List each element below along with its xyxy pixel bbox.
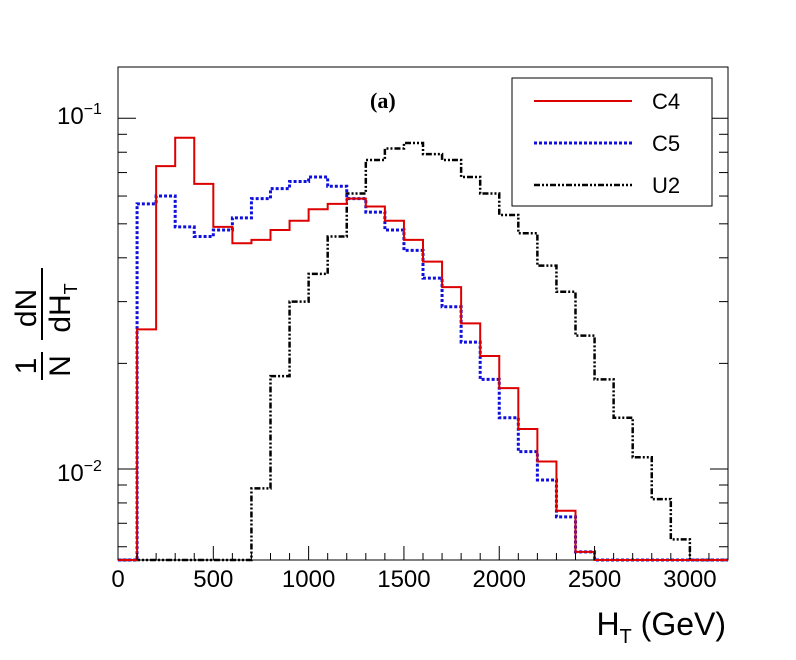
y-axis-title: 1 N dN dHT <box>10 268 81 380</box>
series-c5-histogram <box>118 175 728 562</box>
y-tick-label-0.01: 10−2 <box>57 458 102 487</box>
series-c4-histogram <box>118 136 728 561</box>
y-title-n: N <box>44 355 77 377</box>
y-title-dh-main: dH <box>44 294 77 332</box>
y-title-one: 1 <box>10 358 43 375</box>
y-tick-base-0.1: 10 <box>57 103 84 130</box>
x-axis-title-main: H <box>596 606 619 642</box>
x-tick-label: 3000 <box>663 566 716 593</box>
x-axis-title-unit: (GeV) <box>632 606 726 642</box>
y-tick-label-0.1: 10−1 <box>57 101 102 130</box>
panel-label: (a) <box>370 88 396 113</box>
x-tick-label: 1500 <box>377 566 430 593</box>
y-title-dh-sub: T <box>61 283 81 294</box>
x-axis-title-sub: T <box>620 626 632 648</box>
x-tick-label: 2500 <box>568 566 621 593</box>
y-tick-base-0.01: 10 <box>57 460 84 487</box>
legend-label-c4: C4 <box>652 89 680 114</box>
legend-label-c5: C5 <box>652 131 680 156</box>
y-tick-exp-0.01: −2 <box>84 458 102 475</box>
series-layer <box>118 136 728 562</box>
y-title-dh: dHT <box>44 283 81 332</box>
axis-ticks: 0 500 1000 1500 2000 2500 3000 <box>111 117 729 593</box>
x-tick-label: 1000 <box>282 566 335 593</box>
x-tick-label: 2000 <box>473 566 526 593</box>
series-u2-histogram <box>118 141 728 562</box>
y-title-dn: dN <box>10 289 43 327</box>
x-axis-title: HT (GeV) <box>596 606 726 648</box>
legend: C4 C5 U2 <box>511 77 713 207</box>
x-tick-label: 500 <box>193 566 233 593</box>
x-tick-label: 0 <box>111 566 124 593</box>
legend-label-u2: U2 <box>652 173 680 198</box>
y-tick-exp-0.1: −1 <box>84 101 102 118</box>
